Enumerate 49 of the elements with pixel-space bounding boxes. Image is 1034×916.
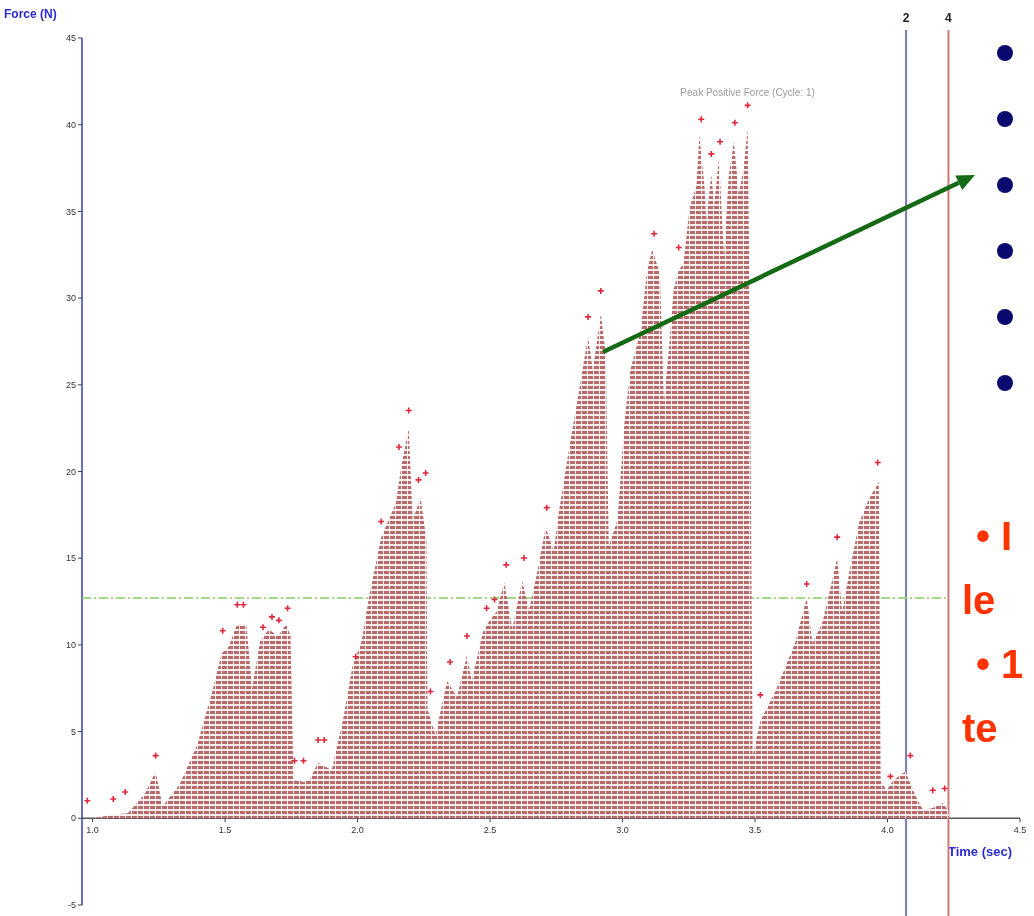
point — [584, 313, 592, 321]
annotation: le — [962, 578, 996, 622]
x-tick-label: 2.0 — [351, 825, 364, 836]
text: 4 — [945, 11, 953, 25]
point — [259, 623, 267, 632]
point — [233, 600, 242, 609]
y-tick-label: 30 — [65, 293, 76, 304]
annotation: • 1 — [976, 642, 1024, 686]
x-axis-title: Time (sec) — [947, 844, 1012, 860]
point — [716, 137, 724, 146]
x-tick-label: 4.0 — [881, 825, 894, 836]
point — [351, 652, 360, 661]
y-tick-label: 20 — [65, 466, 76, 477]
y-tick-label: 15 — [65, 553, 76, 564]
x-tick-label: 1.0 — [86, 825, 99, 836]
point — [731, 118, 739, 127]
y-tick-label: 40 — [65, 119, 76, 130]
point — [268, 613, 276, 621]
point — [502, 561, 511, 569]
point — [463, 632, 471, 640]
point — [121, 788, 129, 796]
x-tick-label: 4.5 — [1013, 825, 1027, 836]
x-tick-label: 3.5 — [748, 825, 762, 836]
y-tick-label: 35 — [65, 206, 76, 217]
x-tick-label: 2.5 — [483, 825, 497, 836]
y-tick-label: -5 — [67, 900, 76, 911]
point — [929, 786, 937, 795]
point — [395, 443, 403, 451]
point — [833, 533, 841, 541]
y-axis-title: Force (N) — [4, 7, 57, 21]
y-tick-label: 45 — [65, 33, 76, 44]
annotation: Peak Positive Force (Cycle: 1) — [680, 87, 815, 99]
point — [320, 736, 328, 744]
point — [597, 287, 605, 295]
x-tick-label: 1.5 — [218, 825, 232, 836]
point — [520, 554, 528, 562]
point — [314, 736, 322, 744]
point — [218, 626, 227, 635]
x-tick-label: 3.0 — [616, 825, 629, 836]
y-tick-label: 0 — [70, 813, 76, 824]
annotation: te — [962, 706, 998, 750]
y-tick-label: 25 — [65, 379, 76, 390]
annotation: • I — [976, 514, 1013, 558]
text: 2 — [902, 11, 910, 25]
y-tick-label: 5 — [70, 726, 76, 737]
point — [109, 795, 118, 803]
point — [697, 115, 706, 124]
point — [446, 658, 454, 666]
y-tick-label: 10 — [65, 640, 76, 651]
